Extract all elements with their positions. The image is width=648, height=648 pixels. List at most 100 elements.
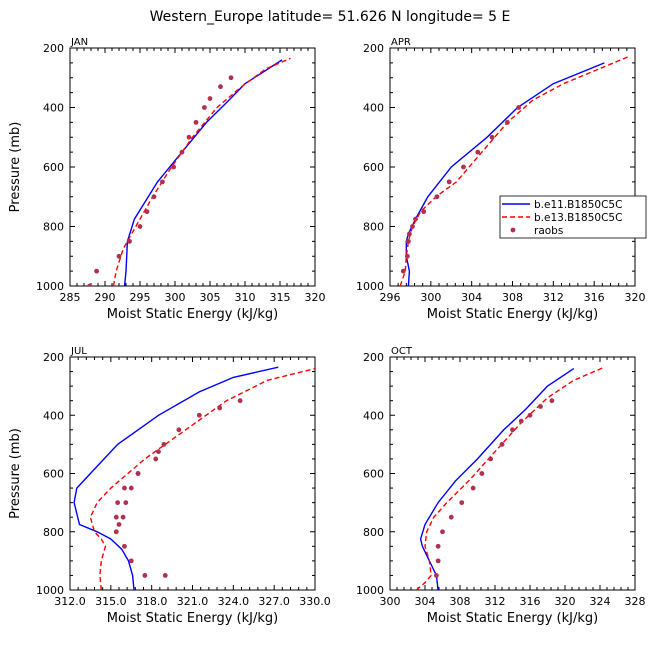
data-point-raobs — [400, 268, 406, 274]
x-tick-label: 312 — [485, 595, 506, 608]
data-point-raobs — [433, 573, 439, 578]
data-point-raobs — [228, 75, 234, 81]
x-tick-label: 295 — [130, 291, 151, 304]
panel-jan: JAN 285 290 295 300 305 310 315 320 200 400 600 800 1… — [8, 37, 326, 322]
y-tick-label: 600 — [43, 468, 64, 481]
x-tick-label: 327.0 — [258, 595, 290, 608]
plot-frame — [69, 47, 316, 287]
plot-frame — [69, 356, 316, 591]
y-tick-label: 400 — [43, 102, 64, 115]
data-point-raobs — [510, 427, 515, 433]
y-tick-label: 200 — [363, 42, 384, 55]
y-tick-label: 800 — [43, 221, 64, 234]
legend-label: raobs — [534, 225, 563, 237]
data-point-raobs — [446, 179, 452, 185]
data-point-raobs — [127, 238, 132, 244]
series-line-b.e11.B1850C5C — [123, 59, 283, 286]
data-point-raobs — [488, 456, 494, 462]
data-point-raobs — [470, 485, 476, 491]
y-tick-label: 400 — [363, 102, 384, 115]
legend-marker — [510, 227, 516, 233]
panel-jul: JUL 312.0 315.0 318.0 321.0 324.0 327.0 330.0 20… — [8, 346, 331, 626]
data-point-raobs — [87, 283, 92, 286]
data-point-raobs — [421, 209, 427, 215]
data-point-raobs — [151, 194, 157, 200]
data-point-raobs — [538, 404, 543, 409]
series-line-b.e13.B1850C5C — [415, 366, 605, 590]
data-point-raobs — [504, 119, 510, 125]
legend-label: b.e11.B1850C5C — [534, 199, 622, 211]
data-point-raobs — [405, 238, 411, 244]
data-point-raobs — [461, 164, 466, 170]
data-point-raobs — [186, 134, 192, 140]
data-point-raobs — [434, 194, 440, 200]
series-group — [87, 57, 291, 286]
data-point-raobs — [475, 149, 481, 155]
data-point-raobs — [160, 179, 165, 185]
series-group — [415, 366, 605, 590]
y-tick-label: 1000 — [356, 584, 384, 597]
x-tick-label: 324.0 — [218, 595, 250, 608]
y-tick-label: 800 — [43, 526, 64, 539]
x-tick-label: 310 — [235, 291, 256, 304]
data-point-raobs — [499, 441, 505, 447]
x-axis-label: Moist Static Energy (kJ/kg) — [107, 611, 278, 626]
data-point-raobs — [410, 224, 415, 229]
x-tick-label: 315 — [270, 291, 291, 304]
data-point-raobs — [113, 529, 119, 535]
data-point-raobs — [142, 573, 148, 578]
y-tick-label: 400 — [43, 409, 64, 422]
data-point-raobs — [404, 253, 410, 259]
y-tick-label: 200 — [363, 351, 384, 364]
x-axis-label: Moist Static Energy (kJ/kg) — [107, 307, 278, 322]
panel-oct: OCT 300 304 308 312 316 320 324 328 200 400 600 800 1… — [356, 346, 646, 626]
x-tick-label: 296 — [380, 291, 401, 304]
x-tick-label: 321.0 — [177, 595, 209, 608]
x-tick-label: 305 — [200, 291, 221, 304]
y-tick-label: 600 — [363, 468, 384, 481]
data-point-raobs — [489, 134, 495, 140]
data-point-raobs — [116, 253, 122, 259]
data-point-raobs — [435, 543, 441, 549]
x-tick-label: 312 — [543, 291, 564, 304]
x-tick-label: 308 — [502, 291, 523, 304]
x-tick-label: 304 — [415, 595, 436, 608]
data-point-raobs — [440, 529, 445, 535]
data-point-raobs — [161, 441, 167, 447]
data-point-raobs — [217, 405, 223, 411]
data-point-raobs — [94, 268, 99, 274]
data-point-raobs — [459, 500, 465, 506]
data-point-raobs — [549, 398, 555, 404]
data-point-raobs — [116, 522, 122, 527]
data-point-raobs — [193, 119, 199, 125]
x-tick-label: 315.0 — [95, 595, 127, 608]
data-point-raobs — [448, 514, 454, 520]
y-tick-label: 600 — [363, 161, 384, 174]
series-group — [73, 366, 315, 590]
x-tick-label: 300 — [380, 595, 401, 608]
data-point-raobs — [527, 412, 533, 418]
x-tick-label: 312.0 — [54, 595, 86, 608]
panel-label: JUL — [70, 346, 87, 357]
series-line-b.e13.B1850C5C — [112, 57, 291, 286]
data-point-raobs — [120, 514, 126, 520]
y-tick-label: 800 — [363, 221, 384, 234]
x-tick-label: 320 — [625, 291, 646, 304]
data-point-raobs — [171, 164, 177, 170]
y-tick-label: 1000 — [36, 280, 64, 293]
x-axis-label: Moist Static Energy (kJ/kg) — [427, 611, 598, 626]
data-point-raobs — [135, 471, 141, 476]
x-tick-label: 320 — [305, 291, 326, 304]
x-axis-label: Moist Static Energy (kJ/kg) — [427, 307, 598, 322]
y-axis-label: Pressure (mb) — [8, 122, 23, 213]
panel-apr: APR 296 300 304 308 312 316 320 200 400 600 800 1000… — [356, 37, 646, 322]
panel-label: OCT — [391, 346, 413, 357]
y-axis-label: Pressure (mb) — [8, 428, 23, 519]
data-point-raobs — [516, 105, 522, 110]
y-tick-label: 1000 — [36, 584, 64, 597]
series-line-b.e11.B1850C5C — [405, 62, 605, 286]
x-tick-label: 318.0 — [136, 595, 168, 608]
y-tick-label: 1000 — [356, 280, 384, 293]
